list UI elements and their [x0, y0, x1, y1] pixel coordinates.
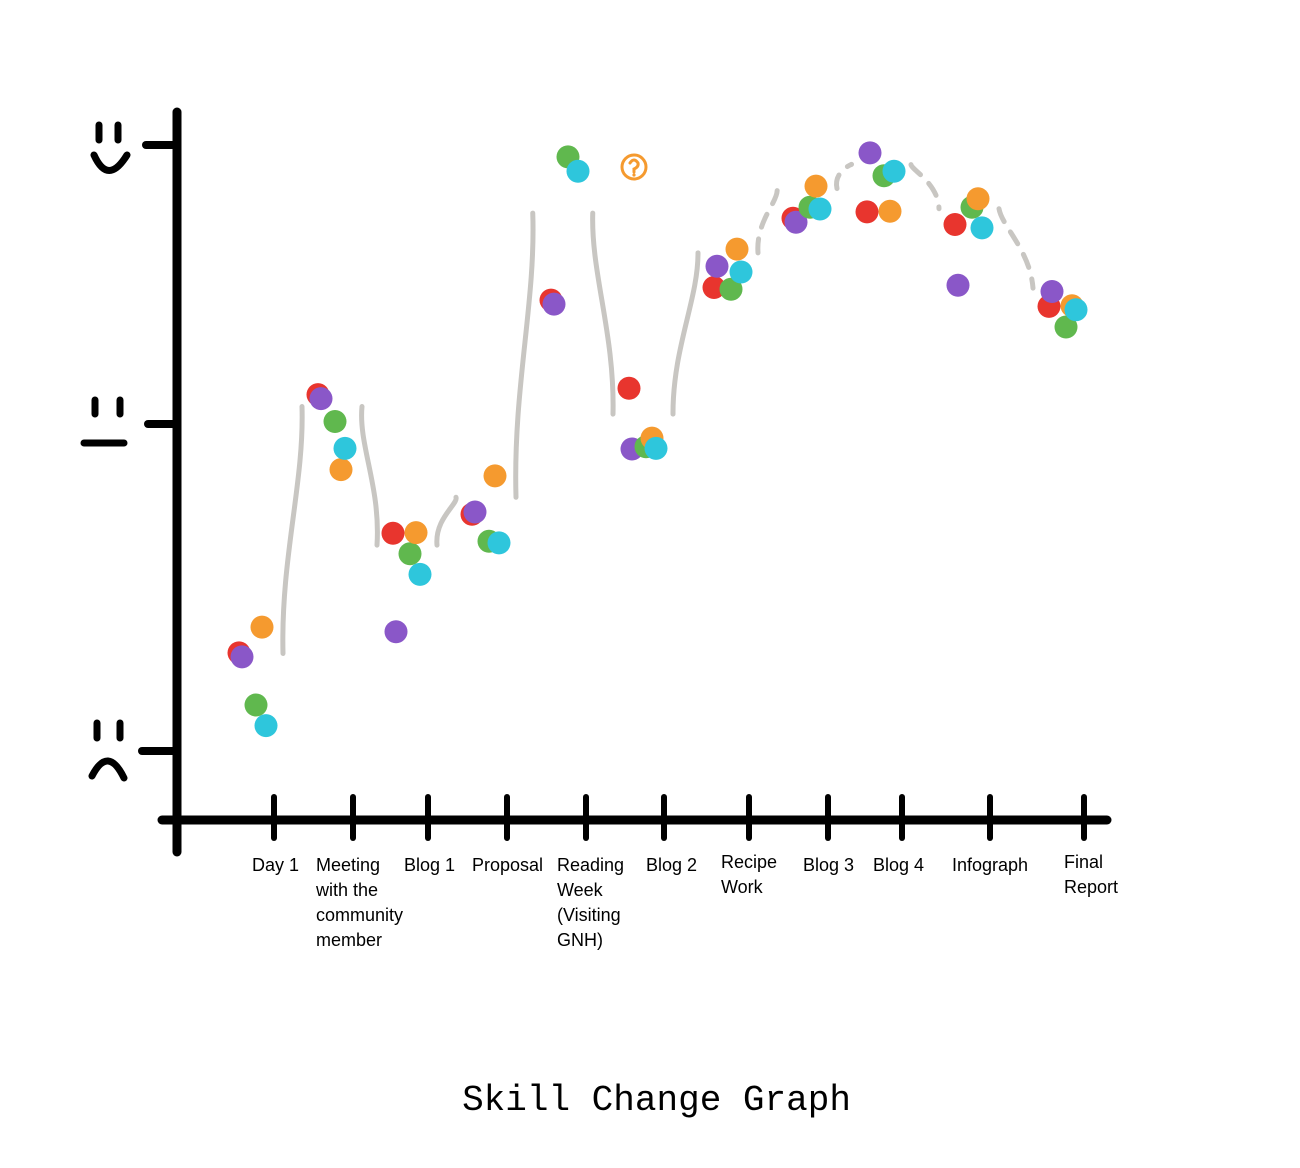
data-point-blog-4 — [855, 200, 879, 224]
x-tick-label-line: Blog 2 — [646, 855, 698, 875]
x-tick-label-line: Recipe — [721, 852, 778, 872]
y-axis-markers — [80, 121, 131, 782]
x-tick-label-line: Work — [721, 877, 763, 897]
x-tick-label-blog-2: Blog 2 — [646, 853, 697, 878]
neutral-face-icon — [80, 396, 128, 447]
x-tick-label-reading-week-visiting-gnh: Reading Week (Visiting GNH) — [557, 853, 624, 953]
x-tick-label-line: Report — [1064, 877, 1119, 897]
x-tick-label-line: Infograph — [952, 855, 1029, 875]
data-point-day-1 — [254, 714, 278, 738]
annotations — [620, 153, 648, 181]
data-point-meeting-with-the-community-member — [333, 436, 357, 460]
x-tick-label-blog-4: Blog 4 — [873, 853, 924, 878]
data-point-blog-4 — [878, 199, 902, 223]
axes — [138, 107, 1112, 857]
trend-connector-segment — [434, 494, 459, 548]
x-tick-label-line: community — [316, 905, 404, 925]
data-point-final-report — [1040, 280, 1064, 303]
x-tick-label-line: Blog 1 — [404, 855, 456, 875]
data-point-infograph — [970, 216, 994, 240]
x-tick-label-blog-3: Blog 3 — [803, 853, 854, 878]
chart-title: Skill Change Graph — [462, 1080, 851, 1121]
data-point-proposal — [463, 500, 487, 524]
data-point-recipe-work — [702, 276, 726, 299]
x-tick-label-line: (Visiting — [557, 905, 621, 925]
data-point-recipe-work — [719, 277, 743, 301]
data-point-day-1 — [250, 615, 274, 639]
trend-connector-segment — [359, 404, 380, 548]
x-tick-label-final-report: Final Report — [1064, 850, 1118, 900]
x-tick-label-day-1: Day 1 — [252, 853, 299, 878]
sad-face-icon — [88, 719, 128, 782]
x-tick-label-line: Week — [557, 880, 603, 900]
data-point-blog-3 — [808, 197, 832, 221]
data-point-blog-2 — [617, 376, 641, 400]
x-tick-label-line: Final — [1064, 852, 1104, 872]
data-point-proposal — [487, 531, 511, 555]
data-point-infograph — [966, 187, 990, 211]
x-tick-label-line: GNH) — [557, 930, 603, 950]
x-tick-label-line: Reading — [557, 855, 625, 875]
trend-connector-segment — [280, 404, 305, 656]
trend-connector-segment — [513, 210, 536, 500]
x-tick-label-infograph: Infograph — [952, 853, 1028, 878]
trend-connector-segment — [670, 250, 701, 417]
data-point-blog-1 — [384, 620, 408, 644]
data-point-day-1 — [244, 693, 268, 717]
data-point-final-report — [1054, 315, 1078, 339]
data-point-blog-3 — [784, 210, 808, 234]
data-point-reading-week-visiting-gnh — [542, 292, 566, 316]
data-point-infograph — [943, 213, 967, 236]
x-tick-label-proposal: Proposal — [472, 853, 543, 878]
trend-connector-segment — [755, 186, 780, 256]
data-point-day-1 — [230, 645, 254, 669]
trend-connector-segment — [996, 206, 1036, 291]
data-point-blog-1 — [408, 562, 432, 586]
data-point-blog-1 — [404, 521, 428, 545]
trend-connector-segment — [908, 162, 942, 212]
x-tick-label-line: member — [316, 930, 383, 950]
data-point-meeting-with-the-community-member — [329, 458, 353, 482]
x-tick-label-line: Blog 3 — [803, 855, 855, 875]
x-tick-label-meeting-with-the-community-member: Meeting with the community member — [316, 853, 403, 953]
data-point-infograph — [946, 273, 970, 297]
data-point-meeting-with-the-community-member — [309, 387, 333, 411]
x-tick-label-line: Day 1 — [252, 855, 300, 875]
x-tick-label-line: with the — [316, 880, 379, 900]
trend-connector-group — [280, 161, 1036, 656]
question-mark-icon — [620, 153, 648, 181]
data-point-blog-4 — [858, 141, 882, 165]
data-point-recipe-work — [705, 254, 729, 278]
data-point-final-report — [1064, 298, 1088, 322]
data-point-recipe-work — [729, 260, 753, 284]
trend-connector-segment — [834, 161, 854, 192]
data-point-proposal — [483, 464, 507, 488]
happy-face-icon — [90, 121, 131, 174]
data-point-recipe-work — [725, 237, 749, 261]
x-tick-label-line: Blog 4 — [873, 855, 925, 875]
data-point-blog-2 — [644, 436, 668, 460]
data-point-blog-3 — [804, 174, 828, 198]
x-tick-label-line: Meeting — [316, 855, 381, 875]
x-tick-label-blog-1: Blog 1 — [404, 853, 455, 878]
data-point-blog-1 — [398, 542, 422, 566]
data-points — [227, 141, 1088, 738]
data-point-blog-4 — [882, 159, 906, 183]
x-tick-label-recipe-work: Recipe Work — [721, 850, 777, 900]
data-point-blog-1 — [381, 521, 405, 545]
data-point-reading-week-visiting-gnh — [566, 159, 590, 183]
x-tick-label-line: Proposal — [472, 855, 544, 875]
data-point-meeting-with-the-community-member — [323, 410, 347, 433]
trend-connector-segment — [590, 210, 616, 417]
